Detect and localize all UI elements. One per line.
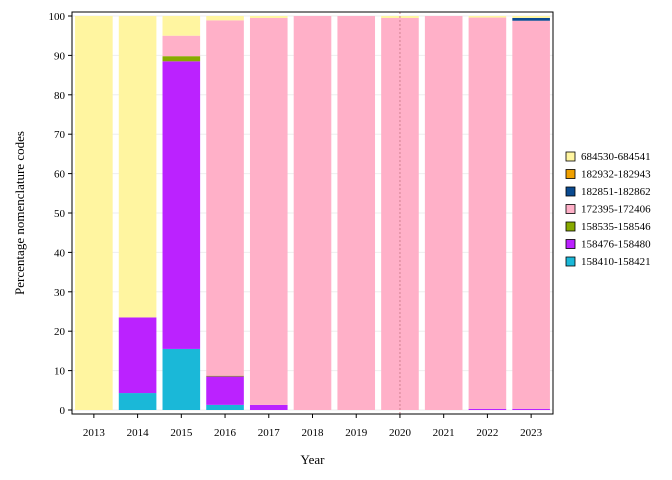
bar-segment: [512, 20, 550, 409]
bar-segment: [249, 404, 288, 410]
bar-segment: [118, 16, 157, 318]
x-tick-label: 2014: [127, 427, 150, 439]
bar-segment: [512, 16, 550, 18]
bar-segment: [468, 17, 507, 409]
bar-segment: [206, 376, 244, 405]
bar-segment: [162, 35, 201, 57]
x-tick-label: 2021: [433, 427, 455, 439]
bar-segment: [162, 61, 201, 349]
x-tick-label: 2019: [345, 427, 368, 439]
y-tick-label: 20: [54, 326, 66, 338]
legend-label: 158535-158546: [581, 221, 651, 233]
bar-segment: [512, 17, 550, 21]
legend-swatch: [565, 151, 576, 162]
y-tick-label: 10: [54, 366, 66, 378]
bar-segment: [468, 408, 507, 410]
legend-label: 182932-182943: [581, 169, 651, 181]
bar-segment: [206, 16, 244, 21]
bar-segment: [249, 17, 288, 405]
legend-label: 684530-684541: [581, 151, 651, 163]
y-tick-label: 30: [54, 287, 66, 299]
bar-segment: [337, 16, 376, 410]
x-tick-label: 2013: [83, 427, 106, 439]
x-tick-label: 2023: [520, 427, 543, 439]
legend-label: 158410-158421: [581, 256, 651, 268]
bar-segment: [206, 404, 244, 410]
bar-segment: [293, 16, 332, 410]
bar-segment: [206, 375, 244, 377]
bar-segment: [162, 16, 201, 36]
y-tick-label: 0: [60, 405, 66, 417]
legend-swatch: [565, 256, 576, 267]
x-axis: 2013 2014 2015 2016 2017 2018 2019 2020 2021 2022…: [83, 414, 543, 439]
legend-label: 182851-182862: [581, 186, 651, 198]
bars: [75, 16, 550, 410]
y-tick-label: 90: [54, 50, 66, 62]
bar-segment: [162, 348, 201, 410]
bar-segment: [424, 16, 463, 410]
x-tick-label: 2017: [258, 427, 281, 439]
y-tick-label: 80: [54, 90, 66, 102]
x-tick-label: 2015: [170, 427, 193, 439]
legend-label: 158476-158480: [581, 239, 651, 251]
legend-label: 172395-172406: [581, 204, 651, 216]
legend-swatch: [565, 186, 576, 197]
legend-swatch: [565, 204, 576, 214]
y-tick-label: 70: [54, 129, 66, 141]
x-tick-label: 2020: [389, 427, 412, 439]
bar-segment: [118, 393, 157, 410]
legend-swatch: [565, 221, 576, 232]
y-tick-label: 60: [54, 169, 66, 181]
legend-swatch: [565, 169, 576, 179]
bar-segment: [118, 317, 157, 394]
y-tick-label: 100: [49, 11, 66, 23]
legend-swatch: [565, 239, 576, 249]
x-tick-label: 2016: [214, 427, 237, 439]
y-axis-title: Percentage nomenclature codes: [12, 131, 27, 295]
bar-segment: [75, 16, 113, 410]
y-tick-label: 40: [54, 247, 66, 259]
x-axis-title: Year: [301, 452, 326, 467]
plot-area: [71, 11, 554, 415]
x-tick-label: 2018: [302, 427, 325, 439]
bar-segment: [468, 16, 507, 18]
bar-segment: [512, 408, 550, 410]
y-tick-label: 50: [54, 208, 66, 220]
bar-segment: [206, 20, 244, 376]
legend: 684530-684541 182932-182943 182851-182862 1…: [565, 151, 651, 268]
x-tick-label: 2022: [476, 427, 498, 439]
bar-segment: [249, 16, 288, 18]
bar-segment: [162, 56, 201, 62]
y-axis: 0 10 20 30 40 50 60 70 80 90 100: [49, 11, 72, 417]
